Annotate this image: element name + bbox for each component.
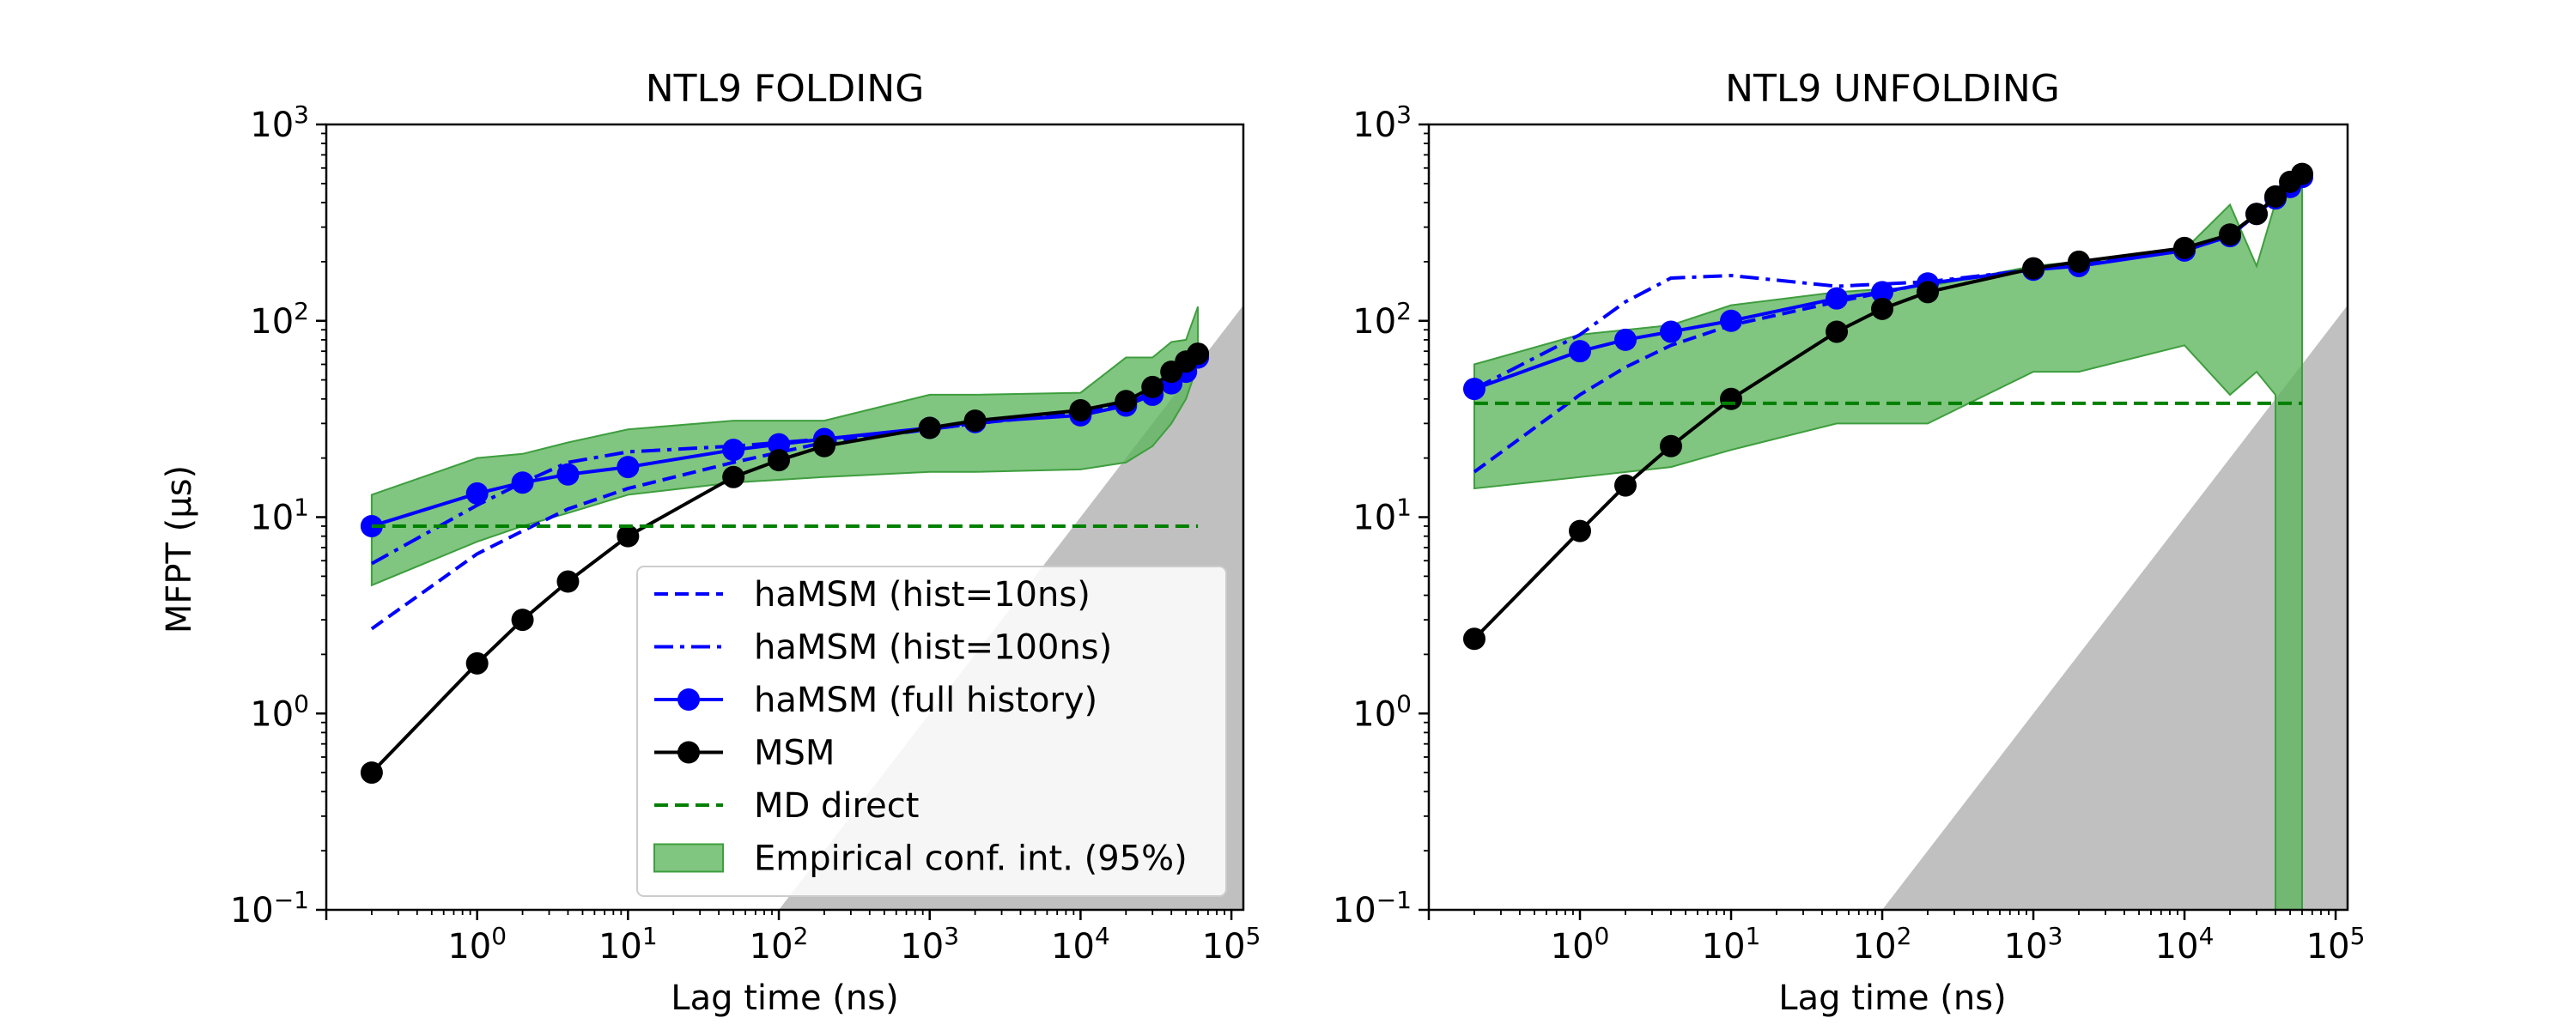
series-point: [1141, 375, 1164, 398]
y-tick-label: 10−1: [230, 886, 309, 930]
x-tick-label: 102: [1853, 922, 1912, 966]
series-point: [360, 761, 383, 785]
series-point: [511, 471, 534, 494]
y-tick-label: 101: [250, 494, 309, 538]
x-tick-label: 103: [2004, 922, 2063, 966]
panel-unfolding: NTL9 UNFOLDING Lag time (ns) 100 101 102 10…: [1333, 67, 2366, 1018]
series-point: [1187, 342, 1210, 366]
x-tick-label: 105: [1202, 922, 1261, 966]
x-tick-label: 104: [2155, 922, 2215, 966]
series-point: [1659, 320, 1682, 343]
y-tick-label: 103: [250, 100, 309, 145]
series-point: [1069, 399, 1092, 422]
legend-marker: [677, 741, 700, 764]
y-tick-label: 10−1: [1333, 886, 1412, 930]
chart-title: NTL9 UNFOLDING: [1725, 67, 2060, 111]
series-point: [1462, 378, 1485, 401]
series-point: [1871, 297, 1894, 320]
legend-label: MD direct: [754, 786, 919, 826]
y-tick-label: 102: [250, 297, 309, 342]
legend-label: haMSM (full history): [754, 681, 1097, 720]
series-point: [617, 524, 640, 548]
legend-item: MSM: [654, 734, 835, 773]
legend-marker: [677, 688, 700, 711]
legend-item: haMSM (full history): [654, 681, 1097, 720]
legend-box: [636, 566, 1227, 897]
legend-swatch: [653, 843, 724, 873]
gray-region: [1882, 305, 2348, 910]
series-point: [1569, 340, 1592, 363]
x-tick-label: 100: [447, 922, 507, 966]
series-point: [1871, 281, 1894, 304]
x-tick-label: 100: [1551, 922, 1610, 966]
legend-item: Empirical conf. int. (95%): [653, 839, 1188, 879]
y-tick-label: 100: [1352, 689, 1412, 734]
x-tick-label: 102: [750, 922, 809, 966]
series-point: [2173, 236, 2196, 259]
x-tick-label: 101: [598, 922, 658, 966]
series-line-3: [1473, 172, 2304, 640]
x-tick-label: 105: [2306, 922, 2366, 966]
series-point: [465, 482, 489, 505]
series-point: [1720, 387, 1743, 410]
series-point: [722, 465, 745, 488]
series-point: [812, 434, 835, 457]
legend-label: Empirical conf. int. (95%): [754, 839, 1188, 879]
series-point: [617, 456, 640, 479]
series-point: [2245, 203, 2269, 226]
legend-item: haMSM (hist=100ns): [654, 628, 1112, 668]
series-point: [1569, 519, 1592, 542]
series-point: [1613, 474, 1637, 497]
y-tick-label: 100: [250, 689, 309, 734]
series-point: [1462, 627, 1485, 651]
series-point: [556, 570, 580, 593]
series-point: [465, 651, 489, 675]
series-point: [1826, 320, 1849, 343]
x-tick-label: 104: [1051, 922, 1110, 966]
x-axis-label: Lag time (ns): [1778, 978, 2006, 1018]
x-axis-label: Lag time (ns): [671, 978, 898, 1018]
series-point: [2022, 257, 2045, 280]
series-point: [1720, 309, 1743, 332]
x-tick-label: 101: [1702, 922, 1761, 966]
y-tick-label: 103: [1352, 100, 1412, 145]
legend-label: haMSM (hist=10ns): [754, 575, 1091, 615]
series-point: [722, 439, 745, 462]
series-point: [1826, 287, 1849, 310]
series-point: [556, 463, 580, 486]
chart-title: NTL9 FOLDING: [646, 67, 925, 111]
series-point: [2291, 162, 2314, 185]
series-point: [2219, 223, 2242, 246]
series-point: [511, 609, 534, 632]
series-point: [1917, 281, 1940, 304]
legend-item: MD direct: [654, 786, 919, 826]
series-point: [768, 449, 791, 472]
series-line-3: [370, 352, 1200, 774]
series-point: [1115, 390, 1138, 413]
y-tick-label: 102: [1352, 297, 1412, 342]
panel-folding: NTL9 FOLDING Lag time (ns) MFPT (μs) 100…: [160, 67, 1261, 1018]
series-point: [918, 416, 941, 439]
series-point: [1659, 434, 1682, 457]
series-point: [2264, 185, 2287, 208]
series-point: [768, 433, 791, 456]
series-point: [2068, 250, 2091, 273]
series-point: [963, 409, 987, 433]
legend-item: haMSM (hist=10ns): [654, 575, 1091, 615]
legend-label: haMSM (hist=100ns): [754, 628, 1112, 668]
y-axis-label: MFPT (μs): [160, 465, 199, 633]
plot-area: [1462, 162, 2348, 910]
legend-label: MSM: [754, 734, 835, 773]
legend: haMSM (hist=10ns) haMSM (hist=100ns) haMSM…: [636, 566, 1227, 897]
series-point: [1613, 328, 1637, 351]
x-tick-label: 103: [900, 922, 959, 966]
y-tick-label: 101: [1352, 494, 1412, 538]
